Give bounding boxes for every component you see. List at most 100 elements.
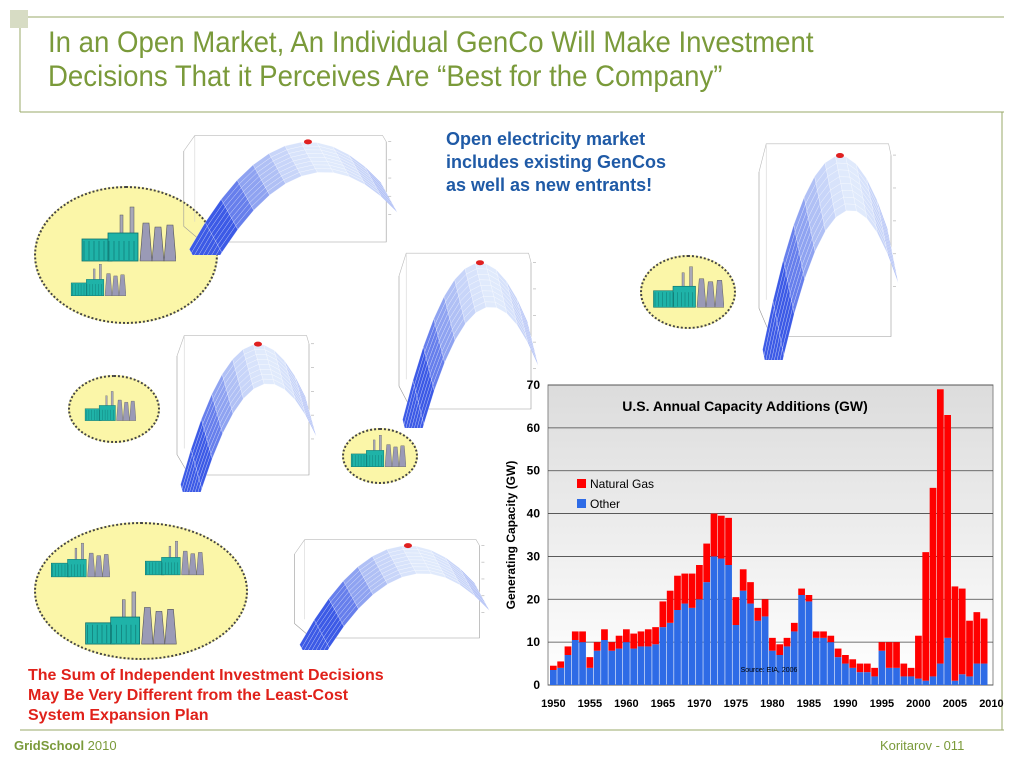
bar-other xyxy=(936,663,944,685)
surface-patch xyxy=(410,563,428,568)
bar-natural-gas xyxy=(812,631,820,638)
callout-text: Open electricity market includes existin… xyxy=(446,128,746,197)
bar-natural-gas xyxy=(915,635,922,679)
surface-patch xyxy=(480,285,493,292)
power-plant-icon xyxy=(70,264,126,296)
bar-other xyxy=(615,648,623,685)
plant-building xyxy=(161,557,181,576)
title-line-1: In an Open Market, An Individual GenCo W… xyxy=(48,26,814,59)
x-tick-label: 1985 xyxy=(797,698,821,710)
cooling-tower xyxy=(714,280,724,308)
x-tick-label: 2005 xyxy=(943,698,967,710)
bar-other xyxy=(754,620,762,685)
bar-natural-gas xyxy=(834,648,842,658)
chart-bars xyxy=(550,389,988,685)
plant-building xyxy=(85,622,115,645)
bar-natural-gas xyxy=(754,607,762,621)
optimum-marker xyxy=(253,341,262,347)
bar-natural-gas xyxy=(863,663,871,673)
bar-natural-gas xyxy=(630,633,638,649)
bar-other xyxy=(681,603,689,685)
surface-patch xyxy=(841,190,855,198)
plant-building xyxy=(84,408,102,421)
surface-patch xyxy=(313,164,332,170)
plant-building xyxy=(70,282,89,296)
y-tick-label: 70 xyxy=(527,378,541,392)
surface-patch xyxy=(843,196,856,205)
bar-natural-gas xyxy=(739,569,747,591)
bar-natural-gas xyxy=(725,517,732,565)
bar-other xyxy=(871,676,878,685)
bar-other xyxy=(812,637,820,685)
surface-patch xyxy=(481,290,495,297)
surface-patch xyxy=(479,279,492,286)
chart-title: U.S. Annual Capacity Additions (GW) xyxy=(622,398,868,414)
surface-patch xyxy=(414,570,432,575)
cooling-tower xyxy=(141,607,154,645)
x-tick-label: 1965 xyxy=(651,698,675,710)
y-tick-label: 30 xyxy=(527,549,541,563)
cooling-tower xyxy=(696,278,707,308)
bar-other xyxy=(834,657,842,685)
power-plant-icon xyxy=(350,435,406,467)
plant-building xyxy=(86,279,105,296)
bar-other xyxy=(725,565,732,685)
surface-patch xyxy=(477,274,491,281)
surface-patch xyxy=(310,160,330,166)
bar-natural-gas xyxy=(564,646,572,655)
chart-y-axis-label: Generating Capacity (GW) xyxy=(504,461,518,610)
bar-natural-gas xyxy=(929,487,937,677)
bar-natural-gas xyxy=(885,642,893,668)
legend-label-natural-gas: Natural Gas xyxy=(590,477,654,491)
bar-natural-gas xyxy=(644,629,652,647)
bar-other xyxy=(644,646,652,685)
surface-patch xyxy=(254,349,267,355)
footer-brand: GridSchool 2010 xyxy=(14,738,117,753)
bar-other xyxy=(885,667,893,685)
title-line-2: Decisions That it Perceives Are “Best fo… xyxy=(48,60,723,93)
bar-other xyxy=(973,663,981,685)
capacity-additions-chart: 0 10 20 30 40 50 60 70 1950 1955 1960 1965 1970 1975… xyxy=(504,378,1004,710)
bar-natural-gas xyxy=(827,635,835,643)
plot-box xyxy=(294,539,480,555)
cooling-tower xyxy=(118,274,126,296)
bar-natural-gas xyxy=(593,642,601,651)
x-tick-label: 2000 xyxy=(906,698,930,710)
x-tick-label: 1955 xyxy=(578,698,602,710)
cooling-tower xyxy=(139,222,153,262)
bar-other xyxy=(666,622,674,685)
bar-natural-gas xyxy=(571,631,579,640)
note-line-2: May Be Very Different from the Least-Cos… xyxy=(28,687,349,704)
surface-patch xyxy=(839,176,852,185)
cooling-tower xyxy=(122,402,130,421)
cooling-tower xyxy=(398,445,406,467)
bar-other xyxy=(842,663,849,685)
note-line-1: The Sum of Independent Investment Decisi… xyxy=(28,667,384,684)
cooling-tower xyxy=(705,281,716,308)
callout-line-3: as well as new entrants! xyxy=(446,175,653,195)
surface-patch xyxy=(306,153,326,158)
surface-patch xyxy=(308,157,328,162)
bar-natural-gas xyxy=(900,663,908,677)
bar-natural-gas xyxy=(820,631,827,638)
cooling-tower xyxy=(111,275,120,296)
bar-other xyxy=(966,676,973,685)
legend-swatch-other xyxy=(577,499,586,508)
plant-building xyxy=(350,453,369,467)
bar-other xyxy=(652,644,659,685)
cooling-tower xyxy=(152,610,166,645)
bar-natural-gas xyxy=(696,565,703,600)
power-plant-icon xyxy=(51,542,110,578)
bar-other xyxy=(783,646,791,685)
power-plant-icon xyxy=(81,206,176,262)
optimum-marker xyxy=(475,260,484,266)
bar-natural-gas xyxy=(907,667,915,677)
bar-other xyxy=(739,590,747,685)
bar-other xyxy=(571,640,579,685)
chart-y-ticks: 0 10 20 30 40 50 60 70 xyxy=(527,378,541,692)
payoff-surface-plot xyxy=(398,252,539,428)
bar-other xyxy=(820,637,827,685)
x-tick-label: 1980 xyxy=(760,698,784,710)
bar-other xyxy=(769,650,776,685)
legend-label-other: Other xyxy=(590,497,620,511)
